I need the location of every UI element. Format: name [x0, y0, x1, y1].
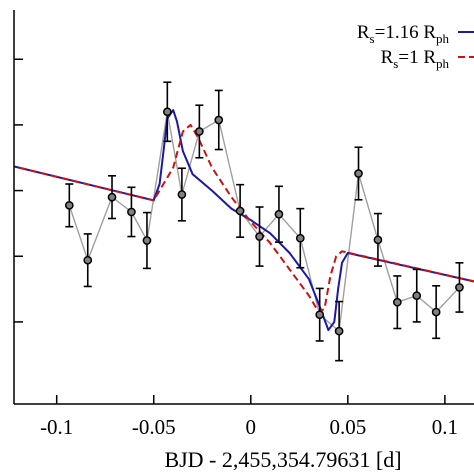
plot-area — [14, 81, 474, 362]
data-point-14 — [315, 310, 325, 320]
data-point-6 — [162, 107, 172, 117]
data-point-10 — [235, 206, 245, 216]
data-point-7 — [177, 190, 187, 199]
data-point-1 — [64, 201, 74, 210]
data-point-11 — [255, 232, 264, 241]
data-point-3 — [107, 192, 117, 202]
legend-box — [320, 14, 474, 76]
data-point-15 — [334, 326, 344, 336]
plot-inner — [14, 81, 474, 362]
x-tick-label-5: 0.1 — [432, 415, 458, 439]
axes: -0.1 -0.05 0 0.05 0.1 — [13, 10, 474, 439]
x-tick-label-4: 0.05 — [329, 415, 366, 439]
legend-label-series-1: Rs=1.16 Rph — [357, 22, 450, 46]
x-tick-label-2: -0.05 — [132, 415, 176, 439]
data-point-8 — [195, 127, 204, 136]
data-point-21 — [455, 283, 464, 292]
x-axis-title: BJD - 2,455,354.79631 [d] — [164, 447, 401, 472]
data-point-4 — [127, 207, 136, 217]
legend: Rs=1.16 Rph Rs=1 Rph — [320, 14, 474, 76]
data-point-17 — [373, 235, 383, 245]
data-point-13 — [295, 233, 305, 243]
x-tick-label-1: -0.1 — [40, 415, 73, 439]
x-tick-label-3: 0 — [246, 415, 257, 439]
data-point-9 — [214, 115, 224, 125]
data-point-2 — [83, 255, 93, 265]
legend-label-series-2: Rs=1 Rph — [381, 47, 450, 71]
data-point-19 — [412, 291, 422, 300]
data-point-5 — [142, 236, 152, 245]
data-point-12 — [274, 209, 284, 219]
data-point-18 — [392, 297, 402, 307]
data-point-16 — [354, 169, 363, 178]
data-point-20 — [431, 307, 441, 317]
